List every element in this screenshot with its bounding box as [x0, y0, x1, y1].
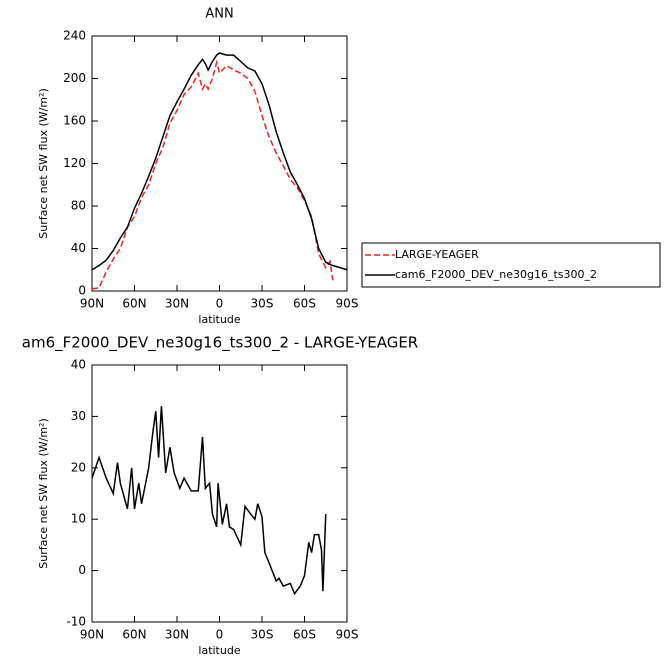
x-tick-label: 60S — [293, 297, 316, 311]
y-axis-label: Surface net SW flux (W/m²) — [37, 418, 50, 569]
data-line — [91, 59, 334, 290]
x-axis-label: latitude — [198, 313, 240, 326]
x-tick-label: 60N — [122, 628, 146, 642]
y-tick-label: 30 — [71, 409, 86, 423]
y-tick-label: 240 — [63, 29, 86, 43]
x-tick-label: 60S — [293, 628, 316, 642]
plot-frame — [91, 35, 348, 292]
chart-title: am6_F2000_DEV_ne30g16_ts300_2 - LARGE-YE… — [22, 334, 418, 353]
y-tick-label: 20 — [71, 460, 86, 474]
x-axis-label: latitude — [198, 644, 240, 657]
x-tick-label: 0 — [216, 628, 224, 642]
y-tick-label: 120 — [63, 156, 86, 170]
y-tick-label: 40 — [71, 358, 86, 372]
y-tick-label: 0 — [78, 284, 86, 298]
y-tick-label: 200 — [63, 71, 86, 85]
x-tick-label: 0 — [216, 297, 224, 311]
y-tick-label: 80 — [71, 199, 86, 213]
y-axis-label: Surface net SW flux (W/m²) — [37, 88, 50, 239]
y-tick-label: -10 — [66, 615, 86, 629]
y-tick-label: 40 — [71, 241, 86, 255]
x-tick-label: 30S — [251, 297, 274, 311]
x-tick-label: 30S — [251, 628, 274, 642]
x-tick-label: 30N — [165, 297, 189, 311]
x-tick-label: 90N — [80, 297, 104, 311]
legend-label: cam6_F2000_DEV_ne30g16_ts300_2 — [395, 268, 597, 281]
y-tick-label: 0 — [78, 563, 86, 577]
y-tick-label: 160 — [63, 114, 86, 128]
x-tick-label: 30N — [165, 628, 189, 642]
chart-title: ANN — [205, 7, 233, 22]
y-tick-label: 10 — [71, 512, 86, 526]
x-tick-label: 90S — [336, 628, 359, 642]
x-tick-label: 90N — [80, 628, 104, 642]
data-line — [91, 52, 348, 271]
legend-label: LARGE-YEAGER — [395, 248, 479, 261]
x-tick-label: 90S — [336, 297, 359, 311]
data-line — [91, 406, 327, 596]
legend-box — [361, 242, 661, 288]
x-tick-label: 60N — [122, 297, 146, 311]
